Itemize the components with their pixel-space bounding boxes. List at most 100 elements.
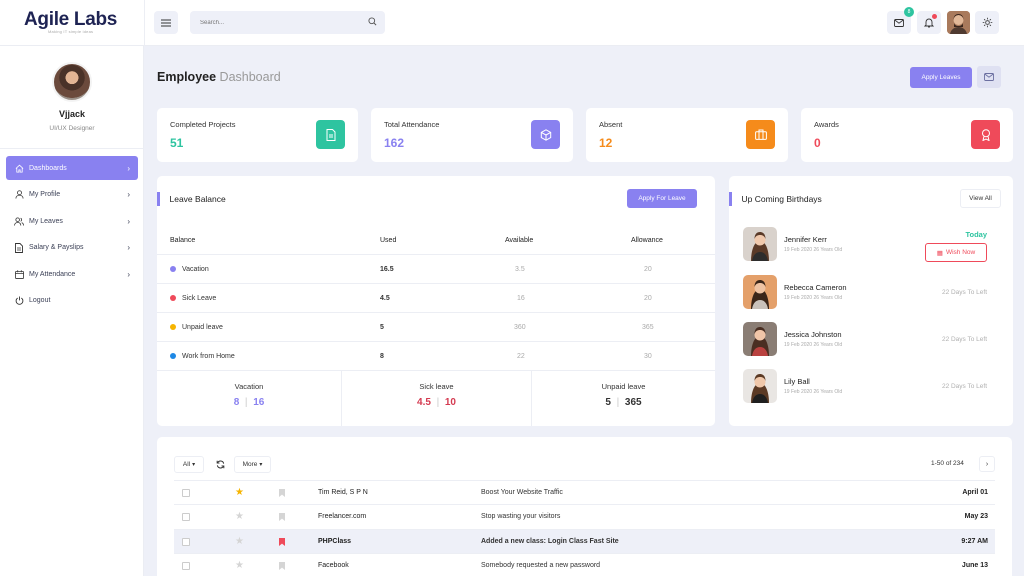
row-checkbox[interactable] (182, 513, 190, 521)
star-icon[interactable]: ★ (235, 487, 244, 498)
summary-divider (341, 371, 342, 426)
sidebar-item-my-leaves[interactable]: My Leaves › (6, 209, 138, 233)
days-left: 22 Days To Left (941, 289, 987, 296)
title-accent-bar (729, 192, 732, 206)
table-row[interactable]: ★ Facebook Somebody requested a new pass… (174, 553, 995, 576)
refresh-icon (216, 460, 224, 469)
avatar (743, 275, 777, 309)
top-bar: Agile Labs Making IT simple ideas 8 (0, 0, 1024, 46)
summary-label: Sick leave (419, 382, 454, 391)
color-dot (170, 324, 176, 330)
flag-icon[interactable] (279, 489, 285, 497)
mail-sender: Freelancer.com (318, 513, 367, 520)
refresh-button[interactable] (211, 456, 229, 473)
star-icon[interactable]: ★ (235, 560, 244, 571)
search-icon[interactable] (368, 17, 377, 26)
sidebar-item-logout[interactable]: Logout (6, 289, 138, 313)
flag-icon[interactable] (279, 538, 285, 546)
chevron-right-icon: › (127, 190, 130, 200)
mail-subject: Added a new class: Login Class Fast Site (481, 538, 619, 545)
chevron-down-icon: ▾ (259, 462, 263, 468)
birthday-name: Jessica Johnston (784, 330, 842, 339)
avatar (743, 322, 777, 356)
birthday-detail: 19 Feb 2020 26 Years Old (784, 389, 843, 395)
stat-label: Total Attendance (384, 120, 440, 129)
flag-icon[interactable] (279, 562, 285, 570)
table-row[interactable]: ★ Tim Reid, S P N Boost Your Website Tra… (174, 480, 995, 504)
messages-button[interactable]: 8 (887, 7, 914, 34)
sidebar-item-my-attendance[interactable]: My Attendance › (6, 262, 138, 286)
row-checkbox[interactable] (182, 489, 190, 497)
table-row[interactable]: ★ Freelancer.com Stop wasting your visit… (174, 504, 995, 528)
sidebar-item-my-profile[interactable]: My Profile › (6, 183, 138, 207)
list-item[interactable]: Jessica Johnston 19 Feb 2020 26 Years Ol… (743, 322, 987, 358)
sidebar-item-label: My Profile (29, 191, 61, 199)
available-cell: 22 (517, 352, 525, 360)
gift-icon: ▦ (936, 249, 943, 257)
summary-label: Unpaid leave (601, 382, 646, 391)
profile-role: UI/UX Designer (49, 125, 95, 132)
summary-vacation: Vacation 8 | 16 (157, 371, 341, 426)
briefcase-icon (746, 120, 775, 149)
apply-leaves-button[interactable]: Apply Leaves (910, 67, 972, 88)
birthdays-card: Up Coming Birthdays View All Jennifer Ke… (729, 176, 1013, 426)
summary-values: 8 | 16 (233, 397, 265, 408)
days-left: 22 Days To Left (941, 383, 987, 390)
award-icon (971, 120, 1000, 149)
apply-for-leave-button[interactable]: Apply For Leave (627, 189, 697, 208)
color-dot (170, 266, 176, 272)
profile-avatar[interactable] (52, 62, 92, 102)
row-checkbox[interactable] (182, 562, 190, 570)
leave-type: Work from Home (182, 352, 235, 360)
user-avatar[interactable] (947, 11, 970, 34)
filter-dropdown[interactable]: All ▾ (174, 456, 204, 473)
mail-subject: Stop wasting your visitors (481, 513, 561, 520)
page-title: Employee Dashboard (157, 70, 281, 84)
stat-card-awards: Awards 0 (801, 108, 1013, 162)
table-row: Vacation 16.5 3.5 20 (157, 255, 715, 284)
birthday-detail: 19 Feb 2020 26 Years Old (784, 247, 843, 253)
search-input[interactable] (190, 11, 385, 34)
card-header: Up Coming Birthdays (729, 190, 822, 208)
leave-type: Unpaid leave (182, 323, 223, 331)
list-item[interactable]: Rebecca Cameron 19 Feb 2020 26 Years Old… (743, 275, 987, 311)
home-icon (14, 163, 24, 173)
stat-label: Awards (814, 120, 839, 129)
wish-now-label: Wish Now (945, 249, 976, 256)
sidebar-item-salary-payslips[interactable]: Salary & Payslips › (6, 236, 138, 260)
star-icon[interactable]: ★ (235, 511, 244, 522)
cube-icon (531, 120, 560, 149)
notifications-button[interactable] (917, 11, 941, 34)
settings-button[interactable] (975, 11, 999, 34)
flag-icon[interactable] (279, 513, 285, 521)
row-checkbox[interactable] (182, 538, 190, 546)
summary-used: 8 (233, 397, 240, 408)
more-dropdown[interactable]: More ▾ (234, 456, 271, 473)
summary-values: 5 | 365 (605, 397, 642, 408)
brand-logo[interactable]: Agile Labs Making IT simple ideas (24, 9, 144, 34)
list-item[interactable]: Lily Ball 19 Feb 2020 26 Years Old 22 Da… (743, 369, 987, 405)
mail-sender: PHPClass (318, 538, 352, 545)
pagination-info: 1-50 of 234 (931, 460, 964, 467)
wish-now-button[interactable]: ▦ Wish Now (925, 243, 987, 262)
leave-type-cell: Sick Leave (170, 284, 216, 312)
avatar (743, 369, 777, 403)
star-icon[interactable]: ★ (235, 536, 244, 547)
summary-unpaid-leave: Unpaid leave 5 | 365 (532, 371, 715, 426)
menu-toggle-button[interactable] (154, 11, 178, 34)
chevron-right-icon: › (127, 269, 130, 279)
view-all-button[interactable]: View All (960, 189, 1001, 208)
mail-sender: Tim Reid, S P N (318, 489, 368, 496)
today-label: Today (965, 230, 987, 239)
chevron-right-icon: › (985, 460, 989, 468)
stat-value: 162 (384, 136, 405, 150)
leave-type: Sick Leave (182, 294, 217, 302)
sidebar-item-dashboards[interactable]: Dashboards › (6, 156, 138, 180)
list-item[interactable]: Jennifer Kerr 19 Feb 2020 26 Years Old T… (743, 227, 987, 263)
file-icon (316, 120, 345, 149)
next-page-button[interactable]: › (979, 456, 995, 472)
mail-button[interactable] (977, 66, 1001, 88)
table-row[interactable]: ★ PHPClass Added a new class: Login Clas… (174, 529, 995, 553)
allowance-cell: 20 (644, 294, 652, 302)
days-left: 22 Days To Left (941, 336, 987, 343)
